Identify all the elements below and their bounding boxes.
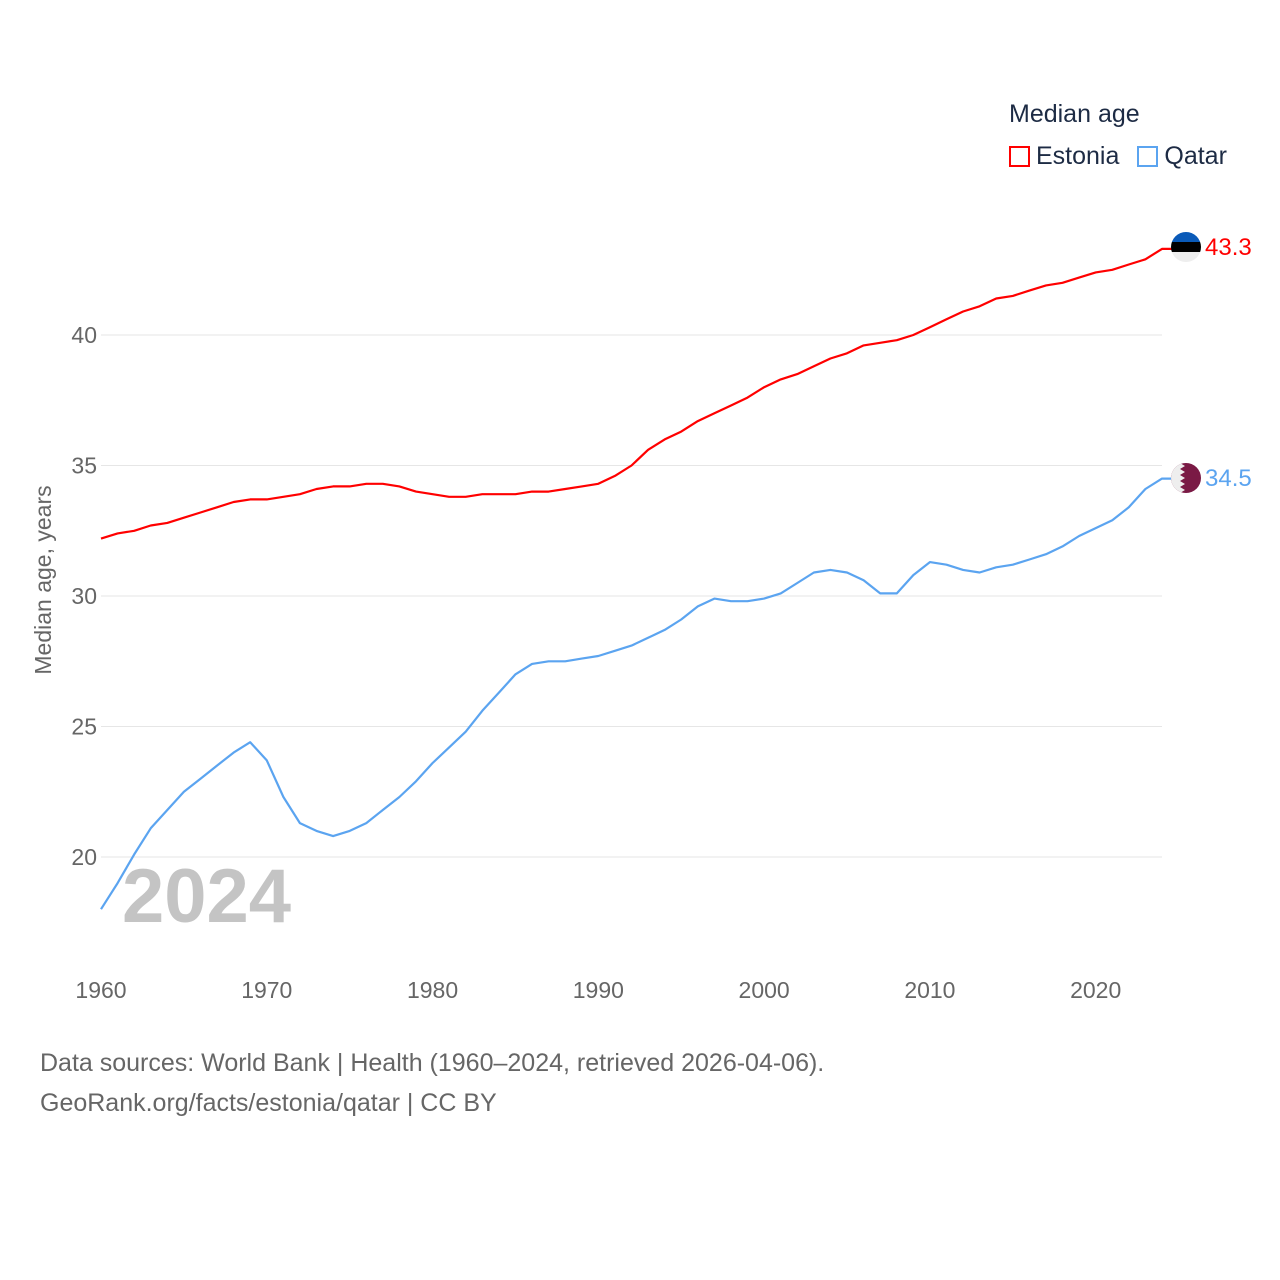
data-source-text: Data sources: World Bank | Health (1960–… xyxy=(40,1049,825,1077)
legend-label: Estonia xyxy=(1036,142,1120,170)
y-tick-label: 30 xyxy=(71,583,97,609)
attribution-text: GeoRank.org/facts/estonia/qatar | CC BY xyxy=(40,1089,497,1117)
qatar-swatch xyxy=(1137,146,1159,167)
year-watermark: 2024 xyxy=(122,854,291,939)
y-tick-label: 25 xyxy=(71,714,97,740)
footer: Data sources: World Bank | Health (1960–… xyxy=(40,1043,824,1123)
legend-label: Qatar xyxy=(1164,142,1227,170)
series-line-estonia xyxy=(100,247,1172,540)
x-tick-label: 1980 xyxy=(407,977,458,1003)
x-tick-label: 1990 xyxy=(573,977,624,1003)
y-axis-ticks: 20 25 30 35 40 xyxy=(71,322,97,870)
legend-title: Median age xyxy=(1009,100,1140,128)
legend-item-qatar[interactable]: Qatar xyxy=(1137,142,1227,171)
legend-item-estonia[interactable]: Estonia xyxy=(1009,142,1119,171)
series-line-qatar xyxy=(100,477,1172,910)
y-tick-label: 35 xyxy=(71,453,97,479)
y-tick-label: 40 xyxy=(71,322,97,348)
qatar-end-label: 34.5 xyxy=(1205,465,1252,492)
x-tick-label: 2010 xyxy=(904,977,955,1003)
qatar-flag-icon xyxy=(1171,463,1201,493)
estonia-end-label: 43.3 xyxy=(1205,234,1252,261)
legend: Estonia Qatar xyxy=(1009,142,1227,171)
estonia-swatch xyxy=(1009,146,1030,167)
estonia-flag-icon xyxy=(1171,232,1201,262)
x-tick-label: 1970 xyxy=(241,977,292,1003)
x-axis-ticks: 1960 1970 1980 1990 2000 2010 2020 xyxy=(75,977,1121,1003)
y-axis-label: Median age, years xyxy=(30,485,56,674)
x-tick-label: 1960 xyxy=(75,977,126,1003)
series-lines xyxy=(100,247,1172,910)
y-tick-label: 20 xyxy=(71,844,97,870)
x-tick-label: 2000 xyxy=(739,977,790,1003)
gridlines xyxy=(101,334,1162,858)
x-tick-label: 2020 xyxy=(1070,977,1121,1003)
